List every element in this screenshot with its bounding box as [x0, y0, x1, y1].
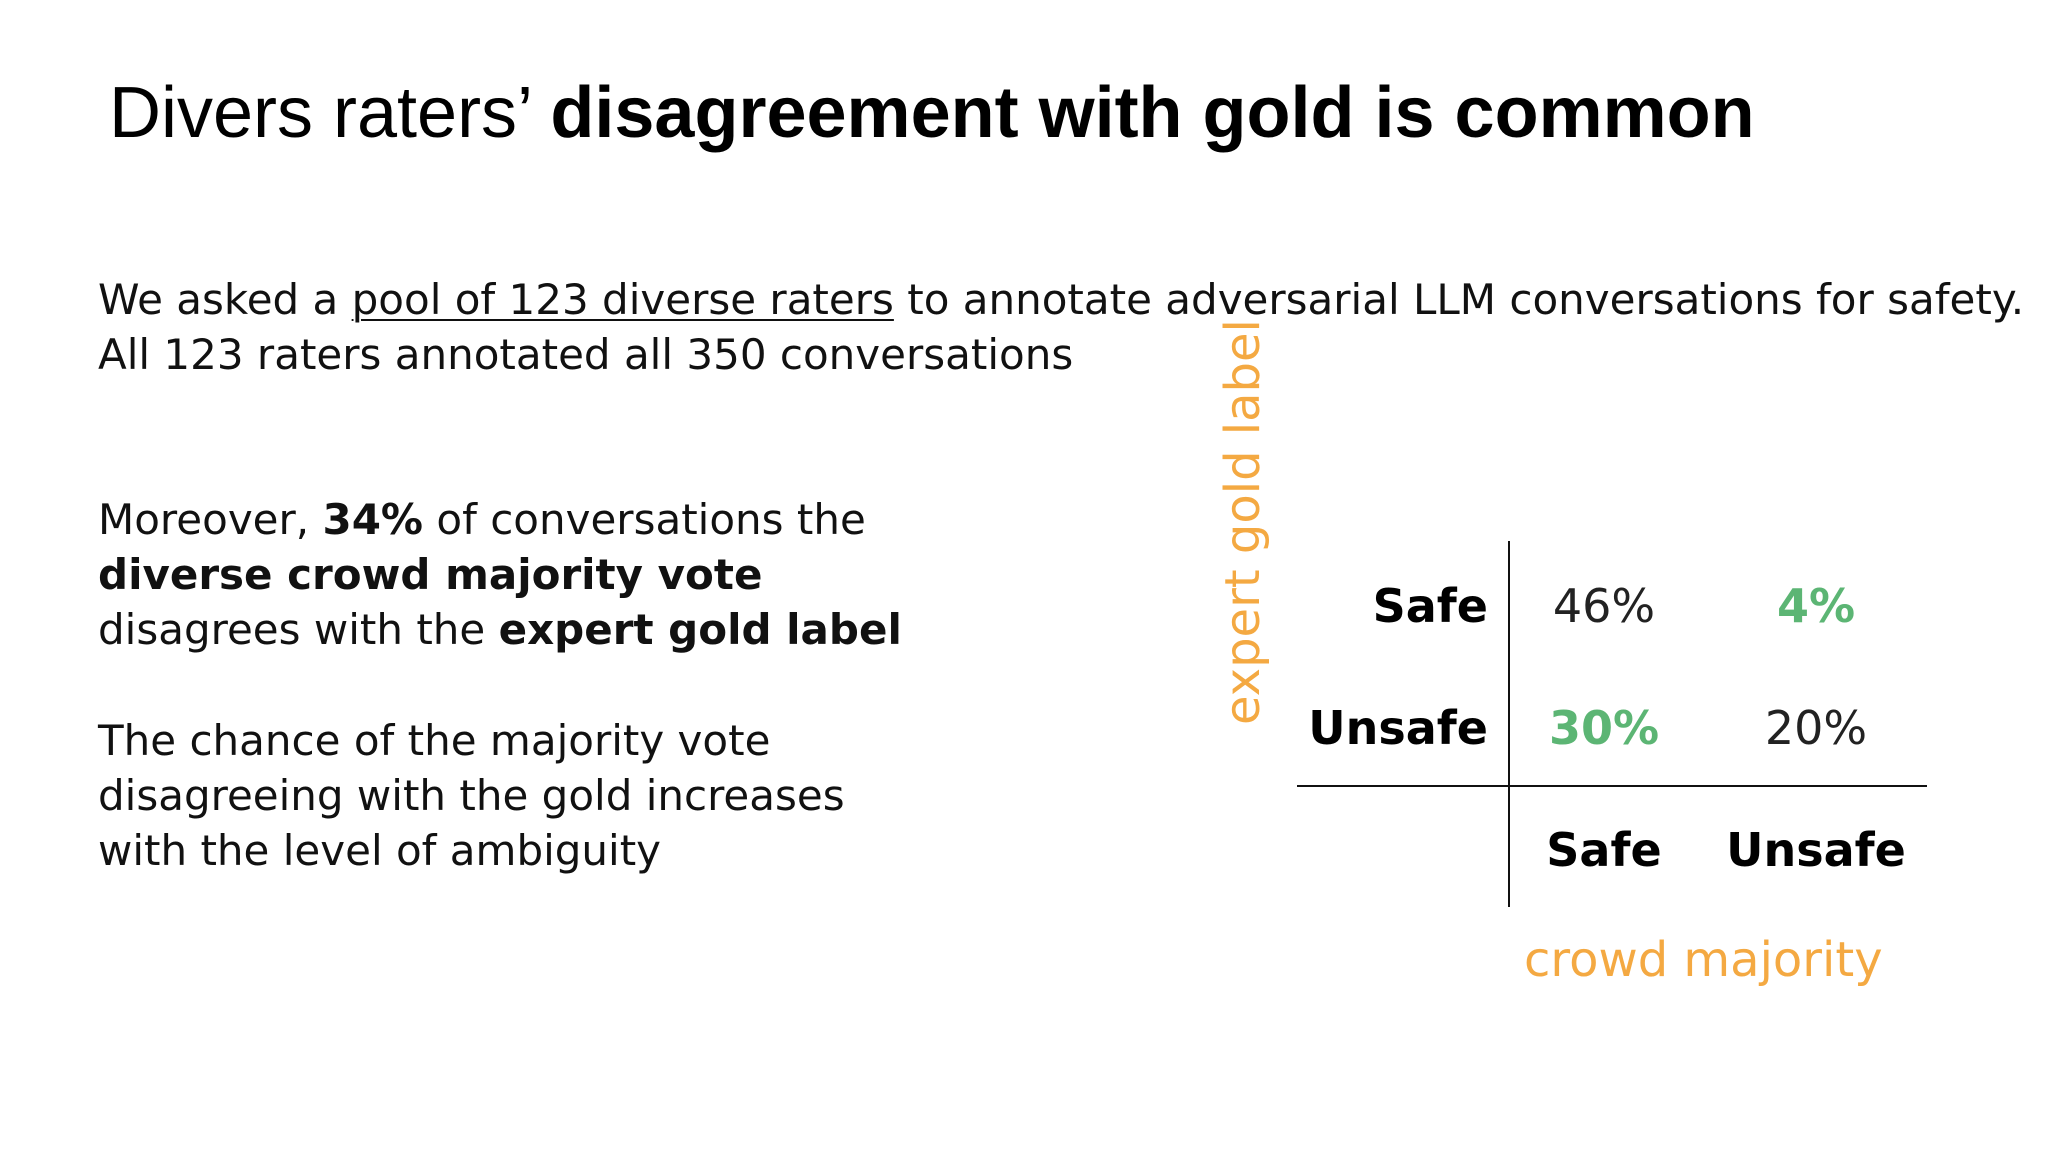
- finding-line-1-start: Moreover,: [98, 495, 323, 544]
- finding-line-2: diverse crowd majority vote: [98, 547, 902, 602]
- ambiguity-line-1: The chance of the majority vote: [98, 716, 771, 765]
- finding-gold-label: expert gold label: [498, 605, 902, 654]
- finding-line-1: Moreover, 34% of conversations the: [98, 492, 902, 547]
- column-label-unsafe: Unsafe: [1726, 823, 1906, 877]
- rater-pool-link: pool of 123 diverse raters: [351, 275, 894, 324]
- finding-paragraph: Moreover, 34% of conversations the diver…: [98, 492, 902, 657]
- ambiguity-line-3: with the level of ambiguity: [98, 826, 662, 875]
- horizontal-divider: [1297, 785, 1927, 787]
- slide-title: Divers raters’ disagreement with gold is…: [109, 70, 1755, 156]
- finding-percentage: 34%: [322, 495, 424, 544]
- finding-line-1-end: of conversations the: [423, 495, 866, 544]
- cell-unsafe-unsafe: 20%: [1764, 701, 1868, 755]
- cell-unsafe-safe: 30%: [1548, 701, 1660, 755]
- vertical-divider: [1508, 541, 1510, 907]
- intro-line-1: We asked a pool of 123 diverse raters to…: [98, 272, 2024, 327]
- cell-safe-unsafe: 4%: [1776, 579, 1856, 633]
- intro-line-1-start: We asked a: [98, 275, 352, 324]
- ambiguity-line-2: disagreeing with the gold increases: [98, 771, 845, 820]
- ambiguity-paragraph: The chance of the majority vote disagree…: [98, 713, 845, 878]
- intro-line-1-end: to annotate adversarial LLM conversation…: [893, 275, 2025, 324]
- finding-line-3-start: disagrees with the: [98, 605, 499, 654]
- finding-crowd-vote: diverse crowd majority vote: [98, 550, 763, 599]
- column-label-safe: Safe: [1546, 823, 1662, 877]
- row-label-safe: Safe: [1372, 579, 1488, 633]
- y-axis-label: expert gold label: [1215, 319, 1271, 725]
- intro-text: We asked a pool of 123 diverse raters to…: [98, 272, 2024, 382]
- title-bold: disagreement with gold is common: [550, 73, 1755, 153]
- intro-line-2: All 123 raters annotated all 350 convers…: [98, 330, 1074, 379]
- finding-line-3: disagrees with the expert gold label: [98, 602, 902, 657]
- x-axis-label: crowd majority: [1524, 932, 1883, 988]
- row-label-unsafe: Unsafe: [1308, 701, 1488, 755]
- title-normal: Divers raters’: [109, 73, 551, 153]
- cell-safe-safe: 46%: [1552, 579, 1656, 633]
